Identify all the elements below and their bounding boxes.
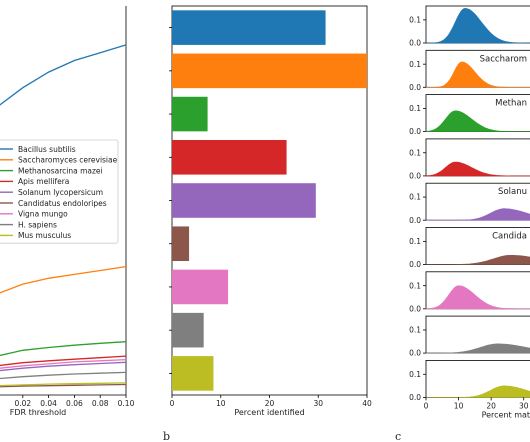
panel-c-distribution-area (425, 285, 530, 310)
panel-c-x-axis-label: Percent matc (482, 410, 530, 419)
panel-c-y-tick-label: 0.0 (409, 39, 421, 48)
panel-b-bar (172, 312, 204, 348)
panel-c-distribution-area (426, 208, 530, 221)
panel-c-x-tick-label: 10 (454, 401, 464, 410)
panel-b-bar (172, 269, 229, 305)
panel-c-distribution-grid: 0.0 0.1 0.0 0.1 Saccharom 0.0 0.1 Methan 0.0 0.1 0… (409, 5, 530, 419)
panel-a-legend-entry: Saccharomyces cerevisiae (18, 156, 118, 165)
panel-c-y-tick-label: 0.0 (409, 260, 421, 269)
panel-c-y-tick-label: 0.1 (409, 148, 421, 157)
panel-a-legend-entry: Solanum lycopersicum (18, 188, 103, 197)
panel-c-y-tick-label: 0.1 (409, 326, 421, 335)
panel-b-bar (172, 53, 367, 89)
panel-c-y-tick-label: 0.1 (409, 60, 421, 69)
panel-c-y-tick-label: 0.0 (409, 304, 421, 313)
panel-c-y-tick-label: 0.1 (409, 370, 421, 379)
panel-a-x-tick-label: 0.08 (92, 399, 109, 408)
panel-b-bar (172, 356, 214, 391)
panel-a-x-tick-label: 0.04 (40, 399, 57, 408)
panel-c-y-tick-label: 0.0 (409, 216, 421, 225)
panel-a-legend-entry: Methanosarcina mazei (18, 166, 103, 175)
panel-a-legend-entry: Mus musculus (18, 231, 71, 240)
panel-c-y-tick-label: 0.1 (409, 193, 421, 202)
panel-c-distribution-area (426, 61, 530, 88)
panel-c-y-tick-label: 0.0 (409, 393, 421, 402)
panel-c-subplot-title: Methan (495, 99, 527, 109)
panel-a-series-line (0, 265, 127, 294)
panel-c-y-tick-label: 0.0 (409, 127, 421, 136)
panel-a-series-line (0, 361, 127, 372)
panel-a-x-tick-label: 0.02 (14, 399, 31, 408)
panel-b-x-axis-label: Percent identified (234, 408, 304, 417)
panel-b-x-tick-label: 30 (313, 399, 323, 408)
panel-a-legend-box (0, 139, 119, 244)
panel-c-x-tick-label: 20 (486, 401, 496, 410)
panel-c-y-tick-label: 0.0 (409, 83, 421, 92)
panel-a-legend-entry: Candidatus endoloripes (18, 199, 107, 208)
panel-c-x-tick-label: 0 (424, 401, 429, 410)
panel-b-bar (172, 183, 316, 218)
panel-c-subplot-title: Solanu (498, 187, 527, 197)
panel-a-series-line (0, 44, 127, 106)
panel-a-x-tick-label: 0.10 (118, 399, 135, 408)
panel-label-c: c (395, 430, 401, 442)
panel-c-distribution-area (426, 255, 530, 265)
panel-a-legend-entry: Vigna mungo (18, 210, 68, 219)
panel-c-distribution-area (425, 161, 530, 177)
panel-c-y-tick-label: 0.1 (409, 281, 421, 290)
panel-a-series-line (0, 383, 127, 388)
panel-a-legend-entry: Bacillus subtilis (18, 145, 76, 154)
panel-a-line-chart: 0.02 0.04 0.06 0.08 0.10 FDR threshold Bacillu… (0, 6, 135, 417)
panel-b-x-tick-label: 0 (170, 399, 175, 408)
panel-b-bar (172, 226, 190, 262)
panel-c-y-tick-label: 0.0 (409, 172, 421, 181)
panel-b-bar (172, 139, 287, 175)
panel-a-legend-entry: H. sapiens (18, 220, 57, 229)
panel-a-series-line (0, 355, 127, 367)
panel-a-series-line (0, 371, 127, 380)
panel-a-x-tick-label: 0.06 (66, 399, 83, 408)
panel-c-distribution-area (425, 110, 530, 132)
panel-b-x-tick-label: 10 (216, 399, 226, 408)
panel-b-bar (172, 96, 208, 132)
panel-c-y-tick-label: 0.0 (409, 349, 421, 358)
panel-c-y-tick-label: 0.1 (409, 104, 421, 113)
panel-a-legend-entry: Apis mellifera (18, 177, 69, 186)
panel-a-series-line (0, 382, 127, 387)
panel-b-x-tick-label: 40 (362, 399, 372, 408)
panel-c-distribution-area (426, 343, 530, 354)
panel-c-subplot-title: Saccharom (480, 54, 527, 64)
panel-b-bar (172, 10, 326, 45)
panel-a-series-line (0, 358, 127, 369)
panel-c-subplot-title: Candida (492, 232, 527, 242)
panel-a-series-line (0, 341, 127, 357)
panel-c-distribution-area (426, 385, 530, 398)
panel-c-y-tick-label: 0.1 (409, 237, 421, 246)
panel-b-x-tick-label: 20 (265, 399, 275, 408)
panel-c-distribution-area (426, 7, 530, 44)
panel-a-x-axis-label: FDR threshold (10, 408, 67, 417)
panel-b-bar-chart: 0 10 20 30 40 Percent identified (169, 5, 372, 417)
panel-c-x-tick-label: 30 (519, 401, 529, 410)
panel-c-y-tick-label: 0.1 (409, 15, 421, 24)
panel-label-b: b (163, 430, 170, 442)
